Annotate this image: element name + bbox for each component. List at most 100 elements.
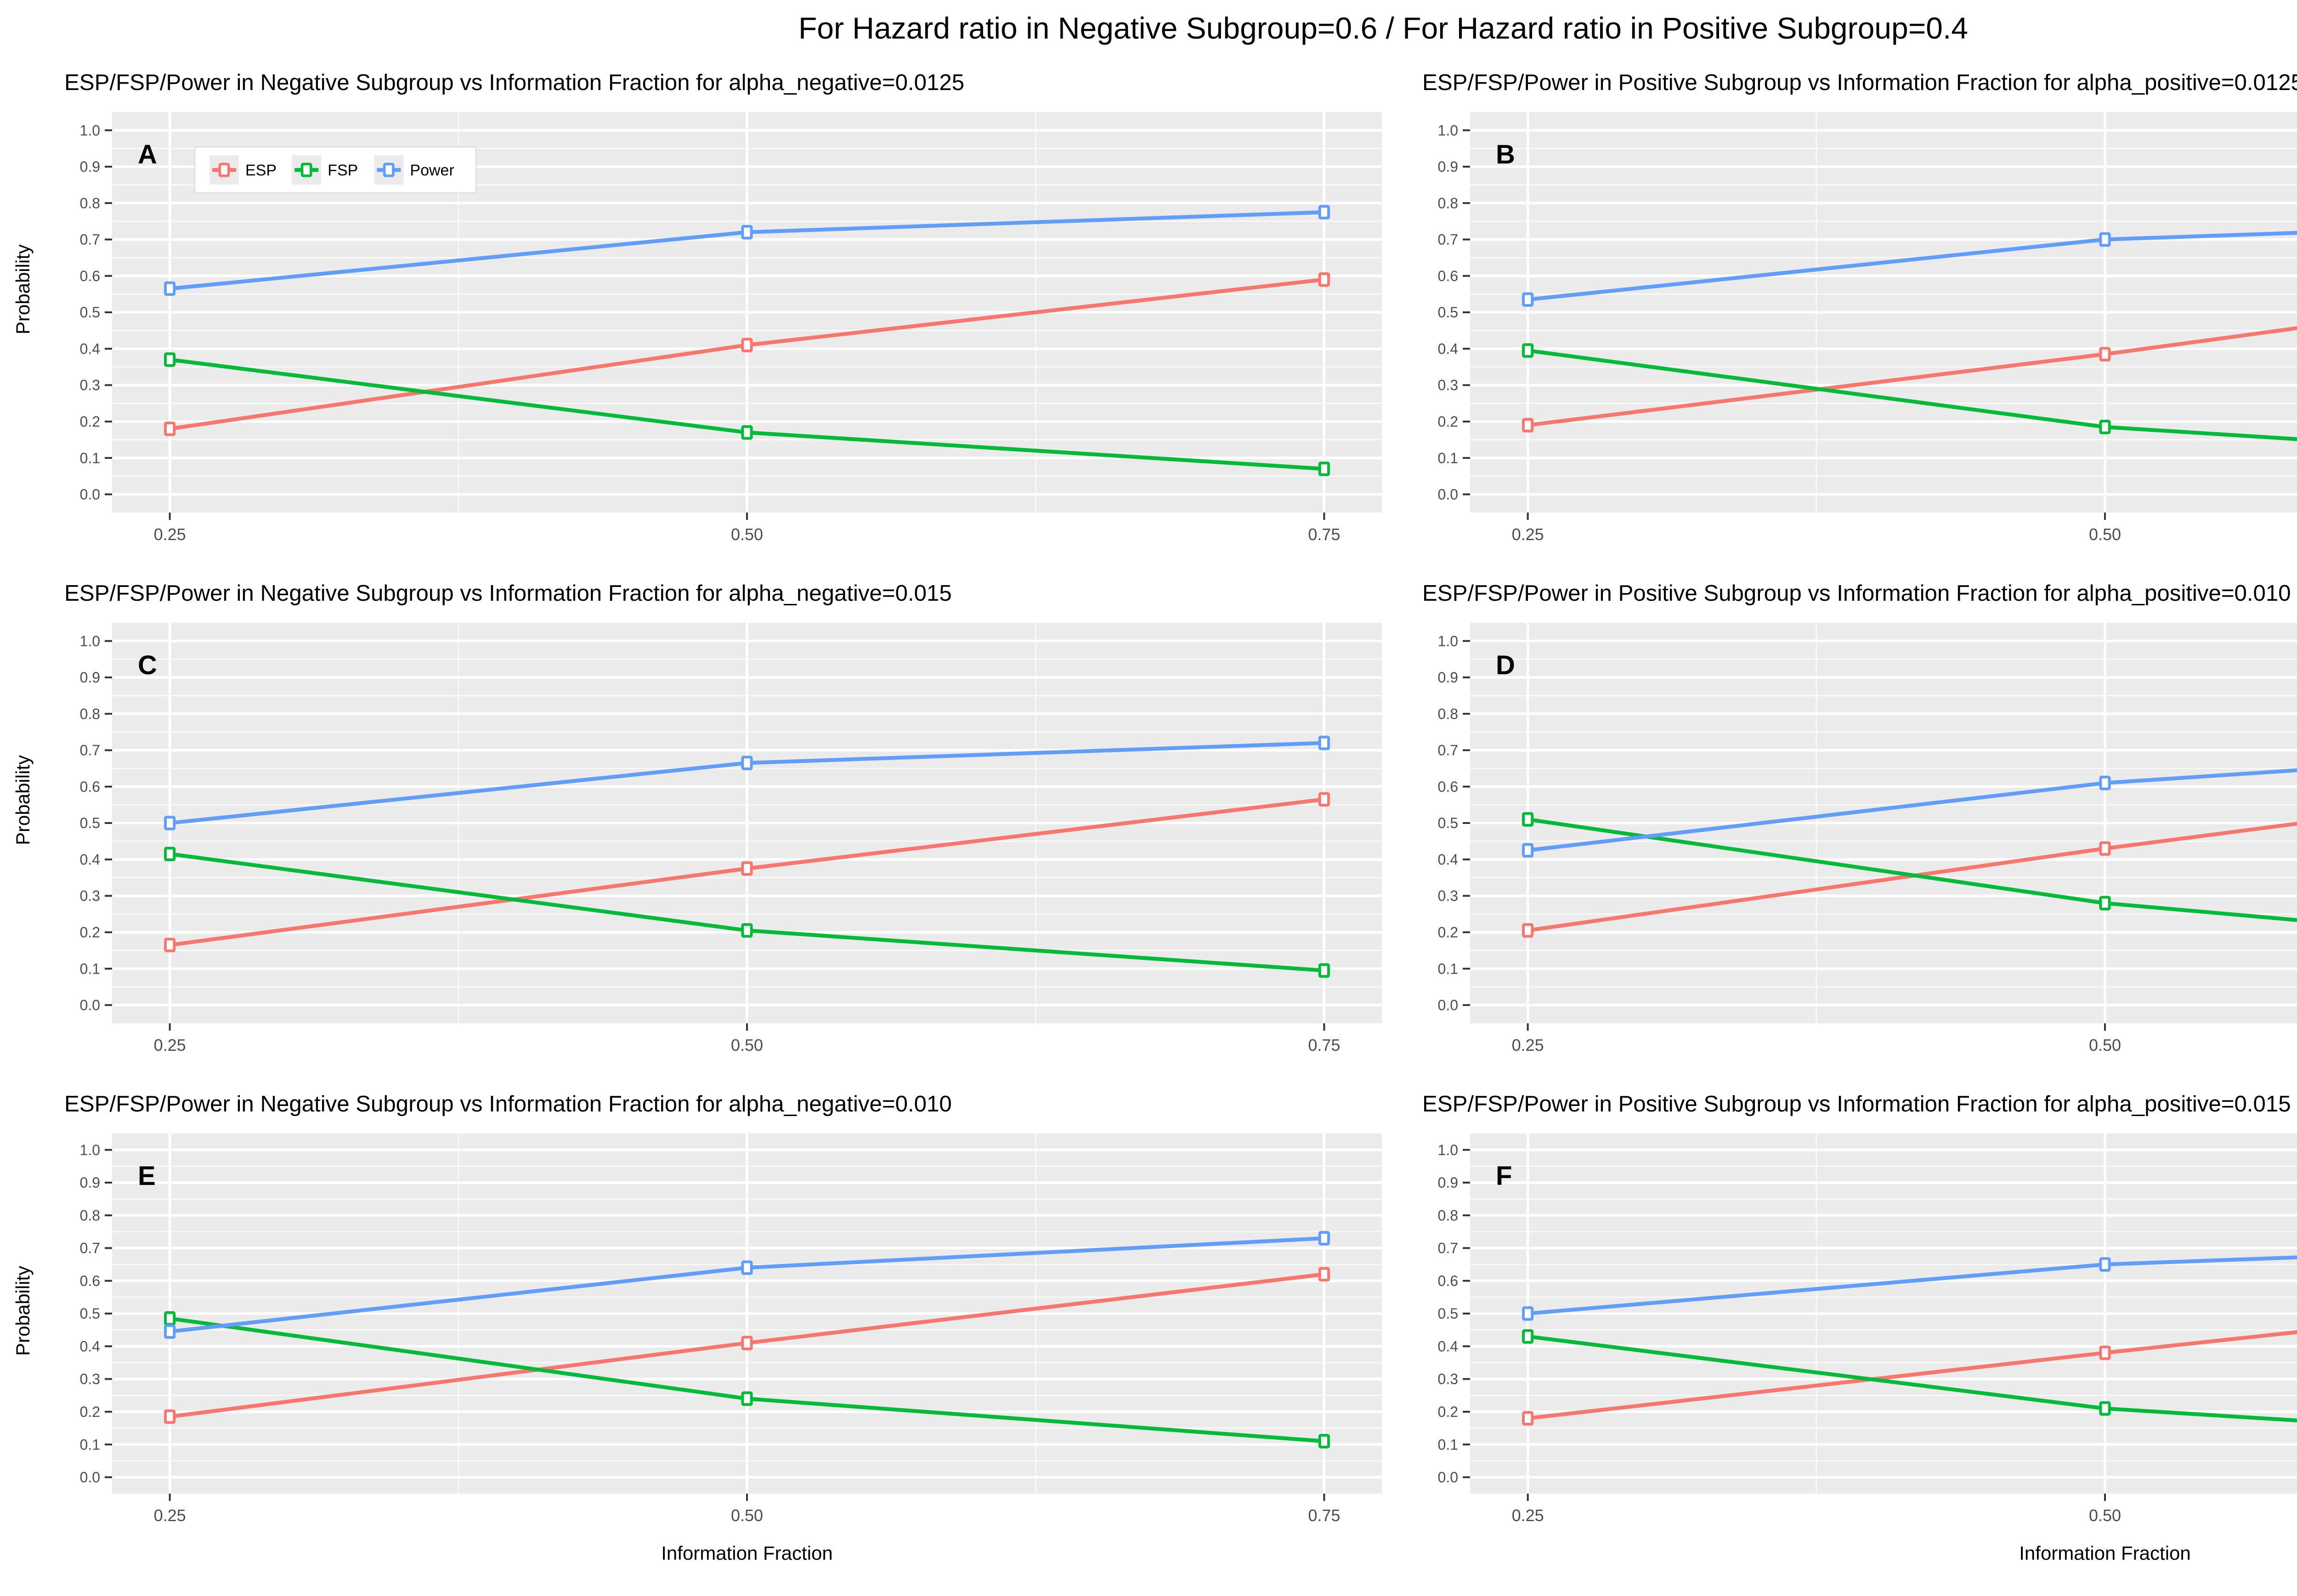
data-point-power [741, 1260, 753, 1275]
y-tick-label: 0.8 [1438, 195, 1458, 211]
data-point-fsp [164, 352, 176, 367]
x-tick-label: 0.50 [2089, 525, 2121, 544]
data-point-esp [1318, 272, 1330, 287]
y-tick-label: 0.9 [80, 158, 100, 175]
data-point-esp [1522, 923, 1534, 938]
y-tick-label: 0.8 [80, 705, 100, 722]
panel-C-plot: 0.0 0.1 0.2 0.3 0.4 0.5 0.6 0.7 0.8 0.9 1.0 0.25 0.5… [80, 623, 1382, 1055]
y-tick-label: 0.3 [1438, 1371, 1458, 1387]
panel-F-title: ESP/FSP/Power in Positive Subgroup vs In… [1422, 1091, 2291, 1117]
y-tick-label: 0.0 [1438, 997, 1458, 1014]
data-point-power [741, 756, 753, 770]
data-point-fsp [2099, 1401, 2111, 1416]
panel-A-plot: 0.0 0.1 0.2 0.3 0.4 0.5 0.6 0.7 0.8 0.9 1.0 0.25 0.5… [80, 112, 1382, 544]
y-axis-title-row2: Probability [6, 570, 42, 1080]
y-tick-label: 0.4 [1438, 1338, 1458, 1354]
panel-F-plot: 0.0 0.1 0.2 0.3 0.4 0.5 0.6 0.7 0.8 0.9 1.0 0.25 0.5… [1438, 1134, 2297, 1525]
legend-key-marker [300, 163, 312, 177]
x-tick-label: 0.25 [1512, 1036, 1544, 1055]
data-point-fsp [1318, 963, 1330, 978]
data-point-esp [1318, 792, 1330, 807]
panel-C-title: ESP/FSP/Power in Negative Subgroup vs In… [64, 581, 952, 606]
y-tick-label: 0.7 [80, 742, 100, 759]
legend-label-esp: ESP [245, 162, 277, 179]
data-point-esp [1318, 1267, 1330, 1282]
y-tick-label: 0.6 [80, 1273, 100, 1289]
y-tick-label: 0.7 [80, 1240, 100, 1257]
y-tick-label: 0.8 [1438, 705, 1458, 722]
data-point-esp [2099, 841, 2111, 856]
legend-key-marker [383, 163, 395, 177]
panel-C: ESP/FSP/Power in Negative Subgroup vs In… [42, 570, 1400, 1080]
y-tick-label: 0.5 [1438, 1305, 1458, 1322]
legend-key-marker [218, 163, 230, 177]
y-tick-label: 1.0 [1438, 633, 1458, 649]
data-point-fsp [1522, 812, 1534, 827]
y-tick-label: 0.4 [80, 340, 100, 357]
data-point-power [741, 225, 753, 240]
x-tick-label: 0.25 [154, 1036, 186, 1055]
y-tick-label: 0.6 [1438, 1273, 1458, 1289]
data-point-fsp [2099, 419, 2111, 434]
data-point-esp [741, 861, 753, 876]
panel-B-title: ESP/FSP/Power in Positive Subgroup vs In… [1422, 70, 2297, 96]
data-point-esp [741, 1336, 753, 1350]
y-tick-label: 0.9 [1438, 158, 1458, 175]
panel-E: ESP/FSP/Power in Negative Subgroup vs In… [42, 1080, 1400, 1591]
data-point-power [2099, 232, 2111, 247]
y-tick-label: 0.6 [80, 778, 100, 795]
y-tick-label: 0.6 [1438, 268, 1458, 284]
data-point-esp [741, 338, 753, 353]
y-tick-label: 0.7 [1438, 231, 1458, 248]
panel-A-title: ESP/FSP/Power in Negative Subgroup vs In… [64, 70, 965, 96]
y-tick-label: 0.1 [80, 1436, 100, 1453]
data-point-power [1522, 292, 1534, 307]
x-tick-label: 0.75 [1308, 1036, 1340, 1055]
panel-D: ESP/FSP/Power in Positive Subgroup vs In… [1400, 570, 2297, 1080]
data-point-power [1318, 1231, 1330, 1246]
y-tick-label: 0.8 [80, 195, 100, 211]
data-point-fsp [741, 1391, 753, 1406]
x-axis-title: Information Fraction [2019, 1543, 2191, 1565]
x-tick-label: 0.50 [731, 1506, 763, 1525]
data-point-power [164, 281, 176, 296]
data-point-fsp [2099, 896, 2111, 911]
figure-title: For Hazard ratio in Negative Subgroup=0.… [798, 13, 1968, 46]
panel-F: ESP/FSP/Power in Positive Subgroup vs In… [1400, 1080, 2297, 1591]
panel-letter-label: D [1496, 650, 1515, 680]
y-tick-label: 0.0 [1438, 1469, 1458, 1486]
y-tick-label: 0.8 [80, 1207, 100, 1224]
y-tick-label: 0.5 [1438, 815, 1458, 831]
panel-B-plot: 0.0 0.1 0.2 0.3 0.4 0.5 0.6 0.7 0.8 0.9 1.0 0.25 0.5… [1438, 112, 2297, 544]
panel-letter-label: E [138, 1161, 156, 1191]
y-tick-label: 0.2 [80, 1404, 100, 1420]
y-axis-title: Probability [13, 245, 35, 336]
panel-letter-label: F [1496, 1161, 1512, 1191]
y-tick-label: 0.7 [1438, 1240, 1458, 1257]
y-tick-label: 0.2 [1438, 924, 1458, 941]
y-tick-label: 0.2 [80, 413, 100, 430]
y-tick-label: 0.7 [80, 231, 100, 248]
legend-label-fsp: FSP [328, 162, 358, 179]
y-tick-label: 0.3 [80, 377, 100, 394]
data-point-power [1522, 1306, 1534, 1321]
data-point-power [2099, 1257, 2111, 1272]
panel-E-title: ESP/FSP/Power in Negative Subgroup vs In… [64, 1091, 952, 1117]
panel-letter-label: A [138, 140, 157, 169]
y-tick-label: 0.9 [1438, 669, 1458, 686]
panel-A: ESP/FSP/Power in Negative Subgroup vs In… [42, 59, 1400, 570]
y-tick-label: 0.9 [1438, 1174, 1458, 1191]
y-tick-label: 0.5 [80, 304, 100, 321]
y-tick-label: 0.0 [80, 1469, 100, 1486]
x-tick-label: 0.25 [154, 525, 186, 544]
y-tick-label: 0.1 [1438, 960, 1458, 977]
panel-E-plot: 0.0 0.1 0.2 0.3 0.4 0.5 0.6 0.7 0.8 0.9 1.0 0.25 0.5… [80, 1134, 1382, 1525]
panel-letter-label: C [138, 650, 157, 680]
y-tick-label: 0.5 [80, 1305, 100, 1322]
y-axis-title: Probability [13, 756, 35, 846]
panel-D-title: ESP/FSP/Power in Positive Subgroup vs In… [1422, 581, 2291, 606]
panel-B: ESP/FSP/Power in Positive Subgroup vs In… [1400, 59, 2297, 570]
data-point-esp [164, 421, 176, 436]
y-axis-title: Probability [13, 1266, 35, 1357]
y-tick-label: 0.4 [1438, 851, 1458, 868]
